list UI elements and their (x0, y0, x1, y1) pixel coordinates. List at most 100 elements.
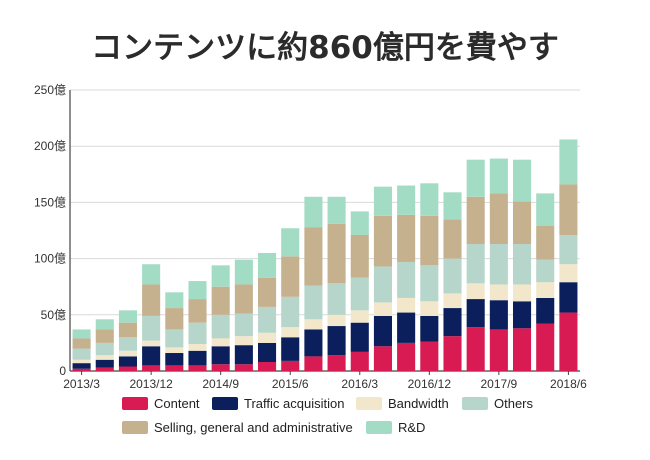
legend-label: Traffic acquisition (244, 396, 344, 411)
bar-segment (350, 310, 369, 323)
bar-segment (72, 359, 91, 364)
bar-segment (536, 193, 555, 227)
bar-segment (327, 355, 346, 371)
bar-segment (118, 322, 137, 338)
y-tick-label: 0 (59, 364, 66, 378)
bar-segment (165, 353, 184, 366)
bar-segment (466, 243, 485, 284)
bar-segment (118, 356, 137, 367)
bar-segment (327, 283, 346, 315)
bar-segment (95, 342, 114, 356)
bar-segment (443, 293, 462, 309)
bar-segment (258, 362, 277, 371)
bar-segment (211, 286, 230, 315)
legend-label: Selling, general and administrative (154, 420, 353, 435)
bar-segment (234, 259, 253, 285)
bar-segment (397, 312, 416, 343)
bar-segment (95, 355, 114, 360)
bar-segment (466, 196, 485, 244)
legend-swatch (356, 397, 382, 410)
bar-segment (327, 196, 346, 224)
bar-segment (211, 314, 230, 339)
bar-segment (258, 342, 277, 363)
legend-swatch (122, 397, 148, 410)
bar-segment (559, 282, 578, 313)
bar-segment (559, 264, 578, 283)
bar-segment (513, 243, 532, 285)
bar-segment (513, 201, 532, 244)
bar-segment (327, 326, 346, 356)
bar-segment (350, 234, 369, 278)
bar-segment (559, 234, 578, 265)
bar-segment (211, 338, 230, 347)
bar-segment (142, 346, 161, 366)
chart-title: コンテンツに約860億円を費やす (91, 30, 559, 66)
bar-segment (397, 342, 416, 371)
bar-segment (304, 196, 323, 228)
x-tick-label: 2013/3 (63, 377, 100, 391)
bar-segment (258, 306, 277, 333)
bar-segment (466, 283, 485, 300)
x-tick-label: 2015/6 (272, 377, 309, 391)
bar-segment (443, 192, 462, 220)
bar-segment (489, 329, 508, 371)
bar-segment (142, 264, 161, 285)
bar-segment (118, 337, 137, 351)
bar-segment (281, 256, 300, 297)
y-tick-label: 150億 (34, 195, 66, 209)
x-tick-label: 2016/3 (341, 377, 378, 391)
bar-segment (373, 186, 392, 216)
y-tick-label: 250億 (34, 83, 66, 97)
bar-segment (258, 332, 277, 343)
bar-segment (397, 185, 416, 215)
legend-swatch (122, 421, 148, 434)
y-tick-label: 100億 (34, 252, 66, 266)
bar-segment (211, 346, 230, 365)
x-tick-label: 2014/9 (202, 377, 239, 391)
bar-segment (489, 284, 508, 301)
bar-segment (281, 337, 300, 361)
bar-segment (373, 346, 392, 371)
x-tick-label: 2018/6 (550, 377, 587, 391)
legend-swatch (462, 397, 488, 410)
legend-swatch (212, 397, 238, 410)
bar-segment (258, 277, 277, 307)
bar-segment (443, 258, 462, 294)
bar-segment (188, 322, 207, 345)
bar-segment (211, 364, 230, 371)
bar-segment (188, 365, 207, 371)
bar-segment (118, 350, 137, 357)
bar-segment (350, 211, 369, 235)
bar-segment (281, 228, 300, 257)
bar-segment (327, 223, 346, 284)
bar-segment (118, 310, 137, 323)
bar-segment (142, 340, 161, 347)
bar-segment (397, 214, 416, 262)
bar-segment (118, 366, 137, 371)
x-tick-label: 2016/12 (408, 377, 452, 391)
bar-segment (513, 328, 532, 371)
bar-segment (142, 315, 161, 341)
bar-segment (536, 259, 555, 283)
bar-segment (420, 183, 439, 216)
bar-segment (466, 159, 485, 197)
bar-segment (489, 193, 508, 244)
bar-segment (188, 281, 207, 300)
bar-segment (304, 356, 323, 371)
bar-segment (95, 319, 114, 330)
y-tick-label: 50億 (41, 308, 66, 322)
bar-segment (513, 284, 532, 302)
bar-segment (420, 215, 439, 266)
bar-segment (489, 243, 508, 285)
bar-segment (72, 363, 91, 369)
bar-segment (165, 308, 184, 330)
bar-segment (443, 308, 462, 337)
bar-segment (95, 329, 114, 343)
bar-segment (350, 322, 369, 352)
bar-segment (443, 336, 462, 371)
bar-segment (258, 252, 277, 278)
bar-segment (281, 296, 300, 328)
bar-segment (373, 215, 392, 267)
bar-segment (559, 184, 578, 235)
